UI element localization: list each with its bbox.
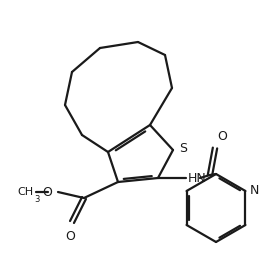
Text: N: N: [249, 184, 259, 198]
Text: O: O: [65, 230, 75, 243]
Text: CH: CH: [18, 187, 34, 197]
Text: O: O: [42, 185, 52, 198]
Text: S: S: [179, 142, 187, 155]
Text: HN: HN: [188, 172, 207, 185]
Text: O: O: [217, 130, 227, 143]
Text: 3: 3: [34, 195, 39, 204]
